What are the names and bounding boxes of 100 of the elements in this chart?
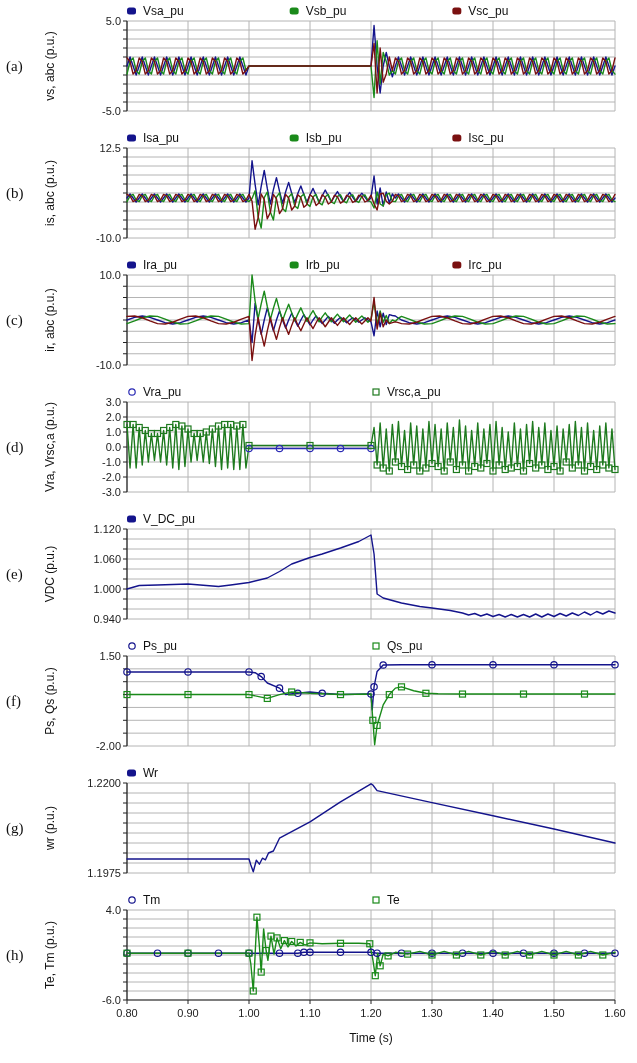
- point: [306, 939, 314, 947]
- point: [385, 690, 393, 699]
- y-tick-label: 1.50: [99, 649, 121, 662]
- legend-label: Irc_pu: [468, 258, 502, 273]
- x-tick-label: 1.10: [299, 1007, 321, 1019]
- point: [611, 949, 619, 957]
- legend-label: Te: [387, 893, 400, 908]
- y-tick-label: 10.0: [99, 268, 121, 281]
- point: [257, 672, 265, 681]
- y-tick-label: 1.120: [93, 522, 121, 535]
- y-tick-label: -2.00: [95, 739, 121, 752]
- x-tick-label: 0.90: [177, 1007, 199, 1019]
- legend-label: Qs_pu: [387, 639, 423, 654]
- point: [397, 949, 406, 957]
- point: [376, 962, 384, 970]
- point: [336, 690, 345, 699]
- point: [275, 949, 284, 957]
- point: [336, 939, 345, 947]
- point: [580, 949, 589, 957]
- y-tick-label: -2.0: [102, 470, 121, 483]
- x-tick-label: 1.00: [238, 1007, 260, 1019]
- y-tick-label: 1.0: [105, 425, 121, 438]
- point: [477, 951, 485, 959]
- y-tick-label: 5.0: [105, 14, 121, 27]
- point: [371, 972, 379, 980]
- legend-label: Isa_pu: [143, 131, 180, 146]
- point: [367, 690, 375, 698]
- point: [267, 932, 275, 940]
- point: [288, 688, 296, 696]
- y-tick-label: 2.0: [105, 410, 121, 423]
- y-tick-label: 1.2200: [87, 776, 121, 789]
- point: [369, 716, 377, 724]
- point: [379, 661, 387, 669]
- legend-label: Vsc_pu: [468, 4, 509, 19]
- text: (h): [6, 947, 24, 965]
- text: (a): [6, 58, 23, 76]
- point: [257, 968, 265, 976]
- point: [288, 937, 296, 946]
- point: [318, 689, 326, 698]
- y-tick-label: 0.0: [105, 440, 121, 453]
- y-tick-label: 12.5: [99, 141, 121, 154]
- point: [336, 948, 345, 957]
- point: [296, 938, 304, 946]
- point: [214, 949, 223, 957]
- point: [428, 660, 436, 669]
- legend-label: Irb_pu: [305, 258, 340, 273]
- legend-label: Vra_pu: [143, 385, 182, 400]
- point: [489, 660, 497, 669]
- point: [458, 690, 467, 698]
- point: [574, 951, 582, 959]
- text: (c): [6, 312, 23, 330]
- legend-label: Ps_pu: [143, 639, 178, 654]
- y-axis-title: ir, abc (p.u.): [43, 288, 57, 352]
- x-tick-label: 1.30: [421, 1007, 443, 1019]
- x-tick-label: 1.20: [360, 1007, 382, 1019]
- y-axis-title: Vra, Vrsc,a (p.u.): [43, 402, 57, 492]
- x-tick-label: 1.40: [482, 1007, 504, 1019]
- y-tick-label: 0.940: [93, 612, 121, 625]
- y-axis-title: vs, abc (p.u.): [43, 31, 57, 101]
- text: (e): [6, 566, 23, 584]
- point: [153, 949, 162, 957]
- y-tick-label: -10.0: [95, 358, 121, 371]
- point: [404, 950, 412, 958]
- legend-label: Ira_pu: [143, 258, 178, 273]
- legend-label: Vrsc,a_pu: [387, 385, 441, 400]
- y-tick-label: 1.1975: [87, 866, 121, 879]
- point: [367, 948, 375, 957]
- legend-label: Isb_pu: [305, 131, 342, 146]
- point: [452, 951, 460, 959]
- text: (d): [6, 439, 24, 457]
- point: [184, 668, 192, 676]
- legend-label: V_DC_pu: [143, 512, 196, 527]
- point: [370, 683, 378, 691]
- point: [263, 694, 271, 703]
- point: [253, 913, 261, 921]
- x-tick-label: 1.50: [543, 1007, 565, 1019]
- point: [123, 690, 131, 699]
- legend-label: Tm: [143, 893, 161, 908]
- point: [280, 937, 288, 945]
- point: [184, 690, 192, 699]
- legend-label: Wr: [143, 766, 159, 781]
- point: [580, 690, 589, 698]
- point: [519, 690, 528, 698]
- point: [373, 949, 381, 957]
- y-tick-label: -6.0: [102, 993, 121, 1006]
- legend-label: Vsa_pu: [143, 4, 184, 19]
- line-series: [126, 783, 616, 873]
- point: [397, 683, 406, 691]
- line-series: [126, 160, 616, 207]
- y-tick-label: 1.000: [93, 582, 121, 595]
- point: [384, 952, 392, 960]
- y-tick-label: -3.0: [102, 485, 121, 498]
- text: (g): [6, 820, 24, 838]
- y-axis-title: is, abc (p.u.): [43, 159, 57, 227]
- point: [300, 948, 308, 957]
- y-axis-title: VDC (p.u.): [43, 545, 57, 603]
- point: [245, 668, 253, 676]
- point: [519, 949, 528, 957]
- point: [123, 668, 131, 676]
- point: [458, 949, 467, 957]
